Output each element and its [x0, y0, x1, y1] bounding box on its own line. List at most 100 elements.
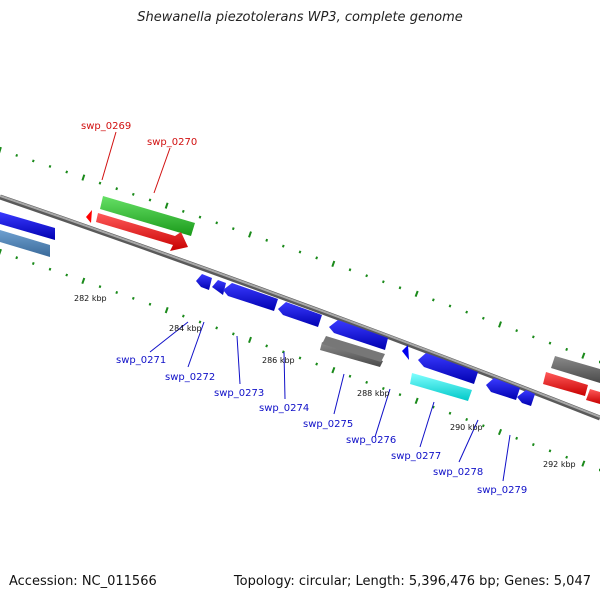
- minor-tick: [281, 350, 285, 354]
- minor-tick: [31, 159, 35, 163]
- minor-tick: [115, 187, 119, 191]
- label-swp_0269: swp_0269: [81, 121, 131, 132]
- minor-tick: [515, 436, 519, 440]
- minor-tick: [431, 405, 435, 409]
- major-tick: [331, 366, 336, 374]
- minor-tick: [315, 362, 319, 366]
- gene-labels: swp_0269 swp_0270 swp_0271 swp_0272 swp_…: [81, 121, 527, 496]
- accession-text: Accession: NC_011566: [9, 574, 157, 589]
- minor-tick: [15, 153, 19, 157]
- label-swp_0271: swp_0271: [116, 355, 166, 366]
- kbp-label-288: 288 kbp: [357, 389, 390, 398]
- gene-swp_0272[interactable]: [212, 280, 226, 295]
- gene-swp_0269[interactable]: [86, 210, 92, 223]
- minor-tick: [548, 449, 552, 453]
- minor-tick: [48, 267, 52, 271]
- minor-tick: [198, 320, 202, 324]
- label-swp_0279: swp_0279: [477, 485, 527, 496]
- minor-tick: [31, 261, 35, 266]
- gene-swp_0276[interactable]: [402, 345, 409, 360]
- gene-swp_0275[interactable]: [320, 320, 388, 367]
- label-swp_0275: swp_0275: [303, 419, 353, 430]
- major-tick: [497, 428, 503, 436]
- label-swp_0273: swp_0273: [214, 388, 264, 399]
- minor-tick: [398, 286, 402, 290]
- gene-swp_0278[interactable]: [486, 378, 520, 400]
- minor-tick: [365, 380, 369, 384]
- chromosome-backbone: [0, 194, 600, 421]
- gene-swp_0273[interactable]: [223, 283, 278, 311]
- minor-tick: [365, 274, 369, 278]
- minor-tick: [531, 443, 535, 447]
- major-tick: [498, 321, 502, 328]
- major-tick: [164, 306, 169, 314]
- label-swp_0274: swp_0274: [259, 403, 309, 414]
- minor-tick: [431, 298, 435, 302]
- minor-tick: [98, 285, 102, 289]
- minor-tick: [215, 326, 219, 330]
- minor-tick: [565, 455, 569, 459]
- minor-tick: [481, 424, 485, 428]
- minor-tick: [15, 256, 19, 260]
- map-title: Shewanella piezotolerans WP3, complete g…: [137, 10, 463, 25]
- minor-tick: [181, 314, 185, 318]
- minor-tick: [148, 198, 152, 202]
- genome-summary-text: Topology: circular; Length: 5,396,476 bp…: [233, 574, 591, 589]
- label-swp_0278: swp_0278: [433, 467, 483, 478]
- minor-tick: [565, 347, 569, 351]
- minor-tick: [148, 302, 152, 306]
- label-swp_0277: swp_0277: [391, 451, 441, 462]
- minor-tick: [381, 386, 385, 391]
- minor-tick: [181, 209, 185, 213]
- gene-right-gray[interactable]: [551, 356, 600, 383]
- minor-tick: [215, 221, 219, 225]
- minor-tick: [531, 335, 535, 339]
- major-tick: [248, 231, 252, 238]
- gene-right-red[interactable]: [543, 372, 600, 404]
- minor-tick: [381, 280, 385, 284]
- major-tick: [164, 202, 169, 209]
- minor-tick: [65, 170, 69, 174]
- kbp-label-290: 290 kbp: [450, 423, 483, 432]
- minor-tick: [65, 273, 69, 277]
- minor-tick: [465, 310, 469, 314]
- minor-tick: [48, 164, 52, 168]
- minor-tick: [298, 356, 302, 360]
- kbp-label-286: 286 kbp: [262, 356, 295, 365]
- major-tick: [581, 352, 586, 359]
- label-swp_0272: swp_0272: [165, 372, 215, 383]
- major-tick: [0, 146, 2, 154]
- minor-tick: [265, 344, 269, 348]
- major-tick: [248, 336, 252, 344]
- minor-tick: [348, 268, 352, 272]
- minor-tick: [131, 192, 135, 196]
- minor-tick: [98, 181, 102, 185]
- gene-left-steel[interactable]: [0, 230, 50, 257]
- kbp-labels: 282 kbp 284 kbp 286 kbp 288 kbp 290 kbp …: [74, 294, 576, 469]
- minor-tick: [198, 215, 202, 219]
- minor-tick: [548, 341, 552, 345]
- minor-tick: [231, 227, 235, 231]
- major-tick: [414, 290, 419, 297]
- minor-tick: [115, 290, 119, 295]
- minor-tick: [515, 329, 519, 333]
- gene-swp_0274[interactable]: [278, 302, 322, 327]
- minor-tick: [481, 316, 485, 320]
- major-tick: [81, 174, 86, 181]
- kbp-label-292: 292 kbp: [543, 460, 576, 469]
- minor-tick: [448, 304, 452, 308]
- minor-tick: [348, 374, 352, 378]
- gene-swp_0279[interactable]: [517, 390, 535, 406]
- label-swp_0276: swp_0276: [346, 435, 396, 446]
- gene-swp_0270[interactable]: [96, 196, 195, 251]
- minor-tick: [465, 417, 469, 422]
- minor-tick: [298, 250, 302, 254]
- gene-swp_0277[interactable]: [410, 353, 478, 401]
- outer-tick-track: [0, 146, 600, 364]
- gene-left-blue-top[interactable]: [0, 212, 55, 240]
- gene-swp_0271[interactable]: [196, 274, 212, 290]
- major-tick: [414, 397, 419, 405]
- minor-tick: [281, 244, 285, 248]
- minor-tick: [448, 411, 452, 415]
